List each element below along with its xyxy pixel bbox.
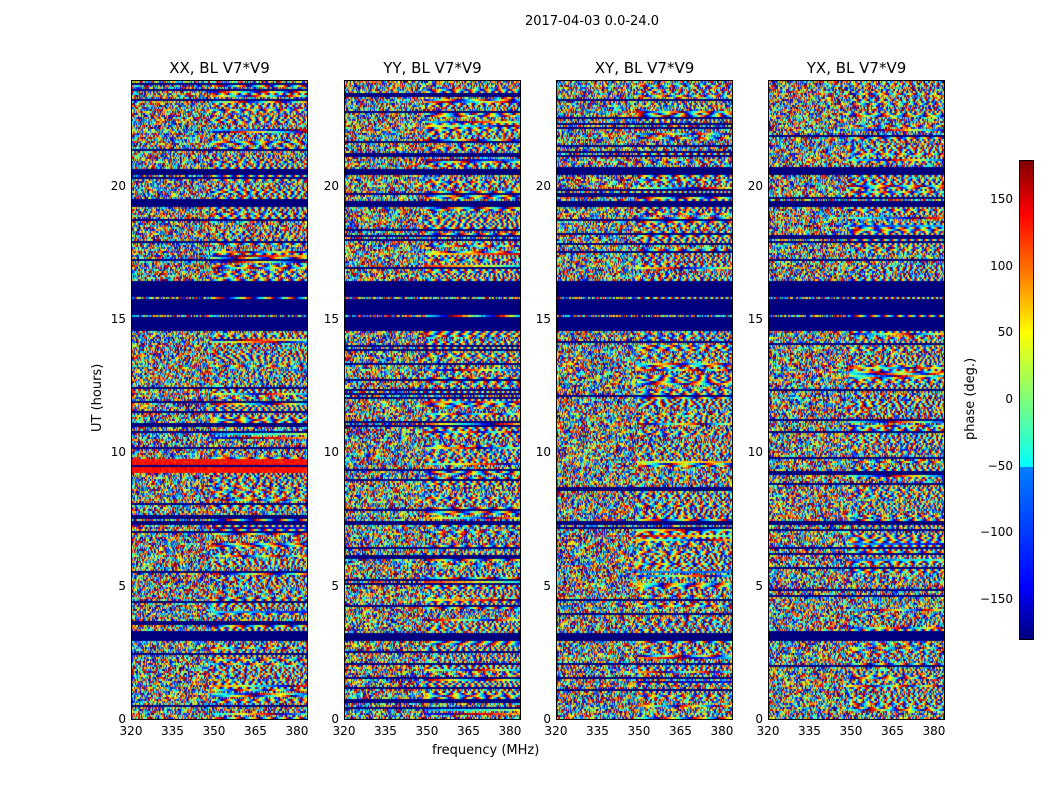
panel-title: YX, BL V7*V9 <box>806 59 907 77</box>
y-tick-label: 5 <box>118 578 126 593</box>
x-tick-label: 380 <box>922 724 946 738</box>
panel-title: XY, BL V7*V9 <box>594 59 695 77</box>
x-tick-label: 320 <box>756 724 780 738</box>
x-tick-label: 350 <box>839 724 863 738</box>
y-tick-label: 15 <box>110 312 126 326</box>
y-tick-label: 15 <box>535 312 551 326</box>
y-tick-label: 0 <box>543 712 551 726</box>
x-tick-label: 380 <box>285 724 309 738</box>
x-tick-label: 380 <box>710 724 734 738</box>
y-tick-label: 5 <box>755 578 763 593</box>
x-tick-label: 320 <box>332 724 356 738</box>
colorbar-tick-label: −50 <box>987 458 1013 473</box>
y-tick-label: 0 <box>118 712 126 726</box>
colorbar-tick-label: −150 <box>980 592 1013 606</box>
colorbar-label: phase (deg.) <box>963 357 978 440</box>
x-tick-label: 365 <box>881 724 904 738</box>
y-tick-label: 10 <box>323 445 339 460</box>
y-axis-label: UT (hours) <box>90 363 105 432</box>
heatmap-cells <box>345 81 520 719</box>
heatmap-panel <box>131 80 308 720</box>
heatmap-cells <box>132 81 307 719</box>
panel-title: XX, BL V7*V9 <box>169 59 270 77</box>
x-tick-label: 350 <box>202 724 226 738</box>
colorbar-tick-label: 150 <box>990 192 1013 206</box>
y-tick-label: 20 <box>535 178 551 193</box>
y-tick-label: 0 <box>331 712 339 726</box>
x-tick-label: 335 <box>374 724 397 738</box>
heatmap-cells <box>769 81 944 719</box>
x-tick-label: 365 <box>244 724 267 738</box>
heatmap-panel <box>556 80 733 720</box>
x-axis-label: frequency (MHz) <box>432 743 540 758</box>
colorbar-tick-label: 0 <box>1005 392 1013 406</box>
y-tick-label: 15 <box>323 312 339 326</box>
x-tick-label: 320 <box>119 724 143 738</box>
x-tick-label: 335 <box>798 724 821 738</box>
y-tick-label: 10 <box>110 445 126 460</box>
x-tick-label: 365 <box>457 724 480 738</box>
panel-title: YY, BL V7*V9 <box>383 59 482 77</box>
figure-title: 2017-04-03 0.0-24.0 <box>525 14 659 29</box>
y-tick-label: 20 <box>747 178 763 193</box>
y-tick-label: 10 <box>535 445 551 460</box>
y-tick-label: 15 <box>747 312 763 326</box>
y-tick-label: 0 <box>755 712 763 726</box>
y-tick-label: 20 <box>110 178 126 193</box>
y-tick-label: 5 <box>543 578 551 593</box>
colorbar-tick-label: 100 <box>990 258 1013 273</box>
x-tick-label: 350 <box>415 724 439 738</box>
colorbar-tick-label: −100 <box>980 525 1013 540</box>
colorbar-tick-label: 50 <box>997 325 1013 340</box>
y-tick-label: 5 <box>331 578 339 593</box>
colorbar <box>1019 160 1034 640</box>
x-tick-label: 380 <box>498 724 522 738</box>
x-tick-label: 365 <box>669 724 692 738</box>
heatmap-cells <box>557 81 732 719</box>
x-tick-label: 320 <box>544 724 568 738</box>
y-tick-label: 10 <box>747 445 763 460</box>
heatmap-panel <box>768 80 945 720</box>
heatmap-panel <box>344 80 521 720</box>
y-tick-label: 20 <box>323 178 339 193</box>
x-tick-label: 335 <box>161 724 184 738</box>
x-tick-label: 350 <box>627 724 651 738</box>
x-tick-label: 335 <box>586 724 609 738</box>
